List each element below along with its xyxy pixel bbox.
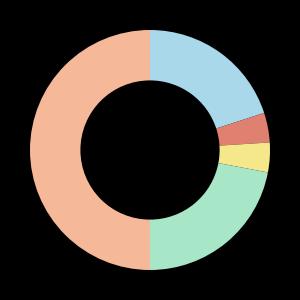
Wedge shape bbox=[150, 163, 268, 270]
Wedge shape bbox=[216, 113, 270, 146]
Wedge shape bbox=[150, 30, 264, 128]
Wedge shape bbox=[30, 30, 150, 270]
Wedge shape bbox=[218, 142, 270, 172]
